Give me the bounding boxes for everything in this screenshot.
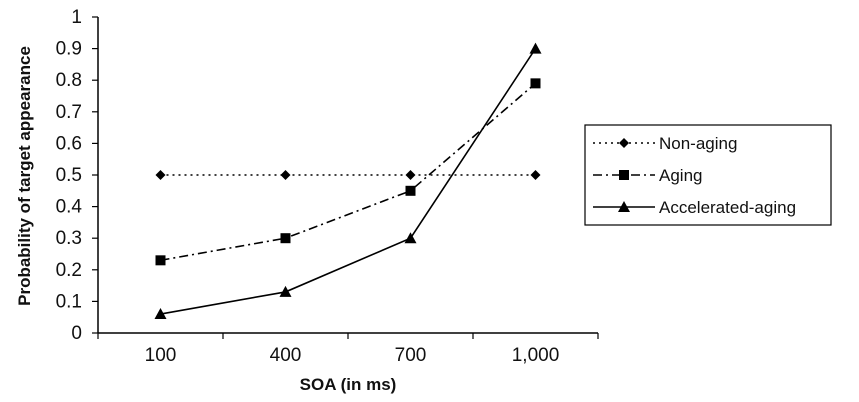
- y-tick-label: 0.7: [56, 102, 82, 123]
- marker-triangle: [279, 285, 292, 297]
- marker-diamond: [280, 170, 291, 180]
- series-layer: [154, 42, 542, 320]
- marker-triangle: [404, 232, 417, 244]
- marker-square: [155, 255, 166, 266]
- y-axis: 0 0.1 0.2 0.3 0.4 0.5 0.6 0.7 0.8 0.9 1: [56, 7, 99, 344]
- marker-diamond: [155, 170, 166, 180]
- series-non-aging: [155, 170, 541, 180]
- x-tick-label: 1,000: [512, 345, 560, 366]
- x-axis: 100 400 700 1,000: [97, 332, 599, 366]
- x-tick-label: 700: [395, 345, 427, 366]
- marker-square: [530, 78, 541, 89]
- x-tick-label: 400: [270, 345, 302, 366]
- marker-square: [280, 233, 291, 244]
- y-tick-label: 0.1: [56, 291, 82, 312]
- series-accelerated-aging: [154, 42, 542, 320]
- marker-diamond: [405, 170, 416, 180]
- y-tick-label: 0.9: [56, 39, 82, 60]
- marker-square: [619, 170, 629, 180]
- y-tick-label: 0.4: [56, 197, 83, 218]
- marker-diamond: [619, 138, 629, 148]
- marker-triangle: [154, 308, 167, 320]
- y-axis-title: Probability of target appearance: [15, 46, 34, 306]
- series-line: [160, 48, 537, 315]
- series-line: [160, 82, 537, 262]
- series-aging: [155, 78, 541, 266]
- marker-triangle: [529, 42, 542, 54]
- y-tick-label: 0.8: [56, 70, 82, 91]
- x-tick-label: 100: [145, 345, 177, 366]
- x-axis-title: SOA (in ms): [300, 375, 397, 394]
- y-tick-label: 0.5: [56, 165, 82, 186]
- marker-triangle: [618, 201, 630, 212]
- legend-label: Accelerated-aging: [659, 198, 796, 217]
- y-tick-label: 0: [71, 323, 82, 344]
- y-tick-label: 0.2: [56, 260, 82, 281]
- marker-diamond: [530, 170, 541, 180]
- legend-label: Aging: [659, 166, 702, 185]
- legend-label: Non-aging: [659, 134, 737, 153]
- y-tick-label: 1: [71, 7, 82, 28]
- y-tick-label: 0.3: [56, 228, 82, 249]
- y-tick-label: 0.6: [56, 133, 82, 154]
- legend: Non-aging Aging Accelerated-aging: [584, 124, 832, 226]
- marker-square: [405, 185, 416, 196]
